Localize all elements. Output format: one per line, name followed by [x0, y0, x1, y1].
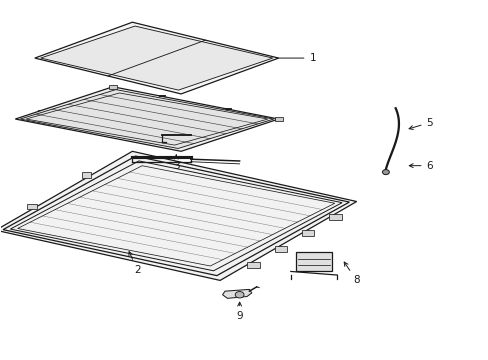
Bar: [302, 230, 314, 236]
Circle shape: [235, 292, 244, 298]
Text: 7: 7: [36, 111, 65, 121]
Polygon shape: [0, 151, 356, 280]
Text: 6: 6: [408, 161, 432, 171]
Text: 5: 5: [408, 118, 432, 130]
Text: 3: 3: [173, 155, 179, 171]
Polygon shape: [41, 26, 272, 90]
Bar: [81, 172, 91, 178]
Text: 9: 9: [236, 302, 243, 321]
Polygon shape: [35, 22, 278, 94]
Text: 8: 8: [344, 262, 359, 285]
Bar: [274, 246, 286, 252]
Bar: [274, 117, 282, 121]
Text: 2: 2: [129, 252, 140, 275]
Text: 1: 1: [238, 53, 315, 63]
Bar: [329, 215, 341, 220]
Bar: [247, 262, 259, 267]
Polygon shape: [15, 87, 278, 151]
Polygon shape: [222, 289, 251, 298]
FancyBboxPatch shape: [295, 252, 331, 271]
Bar: [27, 204, 37, 210]
Polygon shape: [20, 90, 273, 148]
Bar: [109, 85, 117, 89]
Text: 4: 4: [143, 129, 163, 138]
Circle shape: [382, 170, 388, 175]
